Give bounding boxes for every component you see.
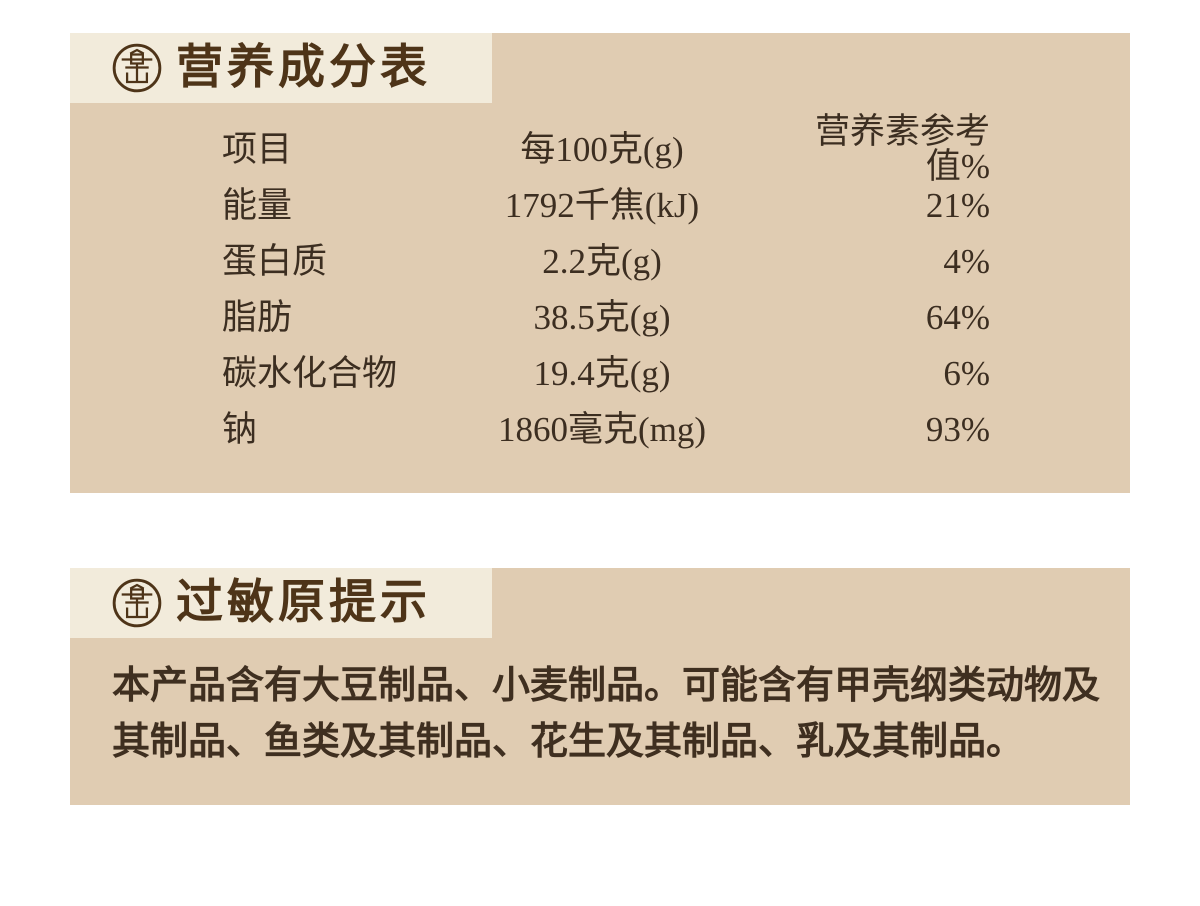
allergen-header-band: 过敏原提示 xyxy=(70,568,492,638)
row-nrv: 93% xyxy=(925,409,990,449)
row-amount: 38.5克(g) xyxy=(533,297,671,337)
nutrition-header-band: 营养成分表 xyxy=(70,33,492,103)
table-header-row: 项目 每100克(g) 营养素参考值% xyxy=(222,114,990,184)
table-row: 脂肪 38.5克(g) 64% xyxy=(222,289,990,345)
table-row: 能量 1792千焦(kJ) 21% xyxy=(222,177,990,233)
nutrition-title: 营养成分表 xyxy=(176,41,431,94)
row-amount: 19.4克(g) xyxy=(533,353,671,393)
row-amount: 2.2克(g) xyxy=(542,241,662,281)
table-row: 钠 1860毫克(mg) 93% xyxy=(222,401,990,457)
allergen-notice-panel: 过敏原提示 本产品含有大豆制品、小麦制品。可能含有甲壳纲类动物及其制品、鱼类及其… xyxy=(70,568,1130,805)
allergen-text: 本产品含有大豆制品、小麦制品。可能含有甲壳纲类动物及其制品、鱼类及其制品、花生及… xyxy=(112,665,1101,763)
row-item: 脂肪 xyxy=(222,297,293,337)
nutrition-table: 项目 每100克(g) 营养素参考值% 能量 1792千焦(kJ) 21% 蛋白… xyxy=(222,114,990,457)
nutrition-facts-panel: 营养成分表 项目 每100克(g) 营养素参考值% 能量 1792千焦(kJ) … xyxy=(70,33,1130,493)
row-item: 碳水化合物 xyxy=(222,353,398,393)
row-item: 蛋白质 xyxy=(222,241,328,281)
brand-seal-icon xyxy=(112,43,162,93)
brand-seal-icon xyxy=(112,578,162,628)
row-nrv: 6% xyxy=(943,353,990,393)
row-amount: 1860毫克(mg) xyxy=(497,409,707,449)
allergen-title: 过敏原提示 xyxy=(176,576,431,629)
column-header-amount: 每100克(g) xyxy=(520,129,684,169)
table-row: 蛋白质 2.2克(g) 4% xyxy=(222,233,990,289)
column-header-item: 项目 xyxy=(222,129,293,169)
column-header-nrv: 营养素参考值% xyxy=(814,112,990,186)
row-item: 能量 xyxy=(222,185,293,225)
row-nrv: 4% xyxy=(943,241,990,281)
row-amount: 1792千焦(kJ) xyxy=(504,185,700,225)
row-nrv: 21% xyxy=(925,185,990,225)
row-nrv: 64% xyxy=(925,297,990,337)
table-row: 碳水化合物 19.4克(g) 6% xyxy=(222,345,990,401)
row-item: 钠 xyxy=(222,409,258,449)
